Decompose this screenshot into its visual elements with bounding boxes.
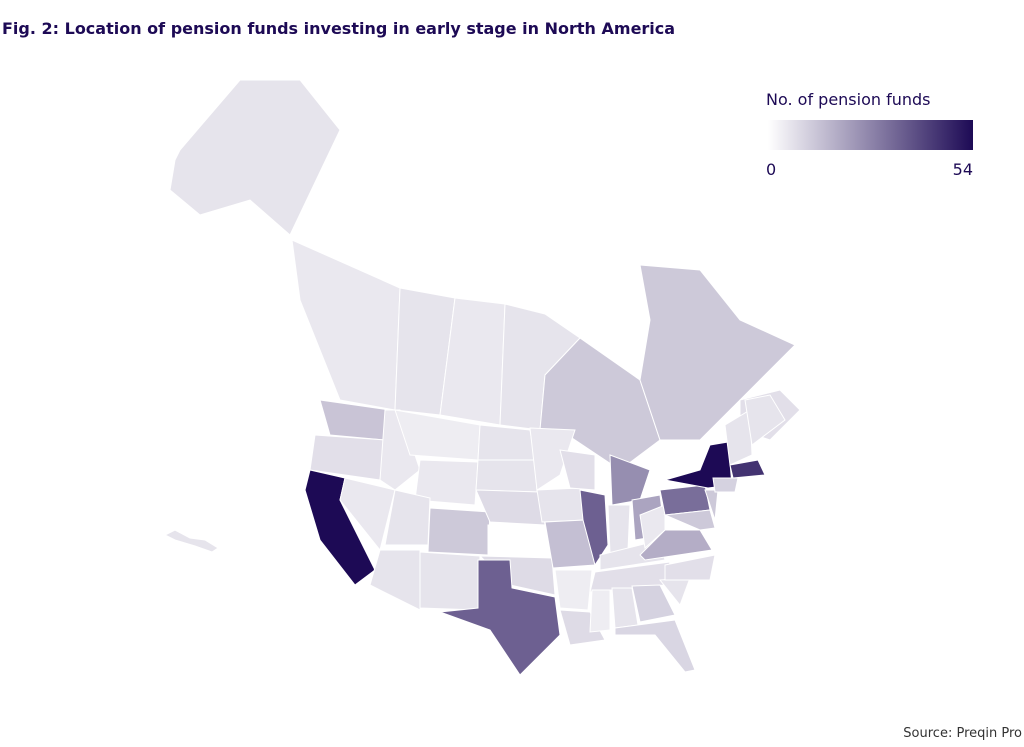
legend-gradient [768, 120, 973, 150]
region [639, 504, 666, 549]
region [663, 509, 716, 531]
region [291, 239, 401, 411]
legend-min: 0 [766, 160, 776, 179]
region [529, 427, 576, 491]
region [712, 477, 739, 493]
map [163, 79, 801, 676]
region [559, 609, 606, 646]
region [439, 559, 561, 676]
region [729, 459, 766, 479]
region [475, 489, 546, 526]
region [744, 394, 786, 446]
region [614, 619, 696, 673]
region [704, 489, 719, 521]
region [163, 529, 219, 553]
region [169, 79, 341, 236]
region [477, 424, 536, 461]
region [724, 409, 753, 466]
region [559, 449, 596, 491]
region [664, 554, 716, 581]
region [589, 589, 611, 633]
region [427, 507, 491, 556]
region [639, 264, 796, 441]
source: Source: Preqin Pro [903, 726, 1022, 741]
region [554, 569, 593, 611]
region [631, 584, 676, 623]
chart-title: Fig. 2: Location of pension funds invest… [2, 19, 675, 38]
legend-max: 54 [953, 160, 973, 179]
legend-title: No. of pension funds [766, 90, 931, 109]
region [414, 459, 479, 506]
region [607, 504, 631, 554]
region [487, 524, 551, 556]
region [419, 551, 481, 611]
region [475, 459, 538, 493]
region [536, 487, 586, 523]
region [369, 549, 421, 611]
